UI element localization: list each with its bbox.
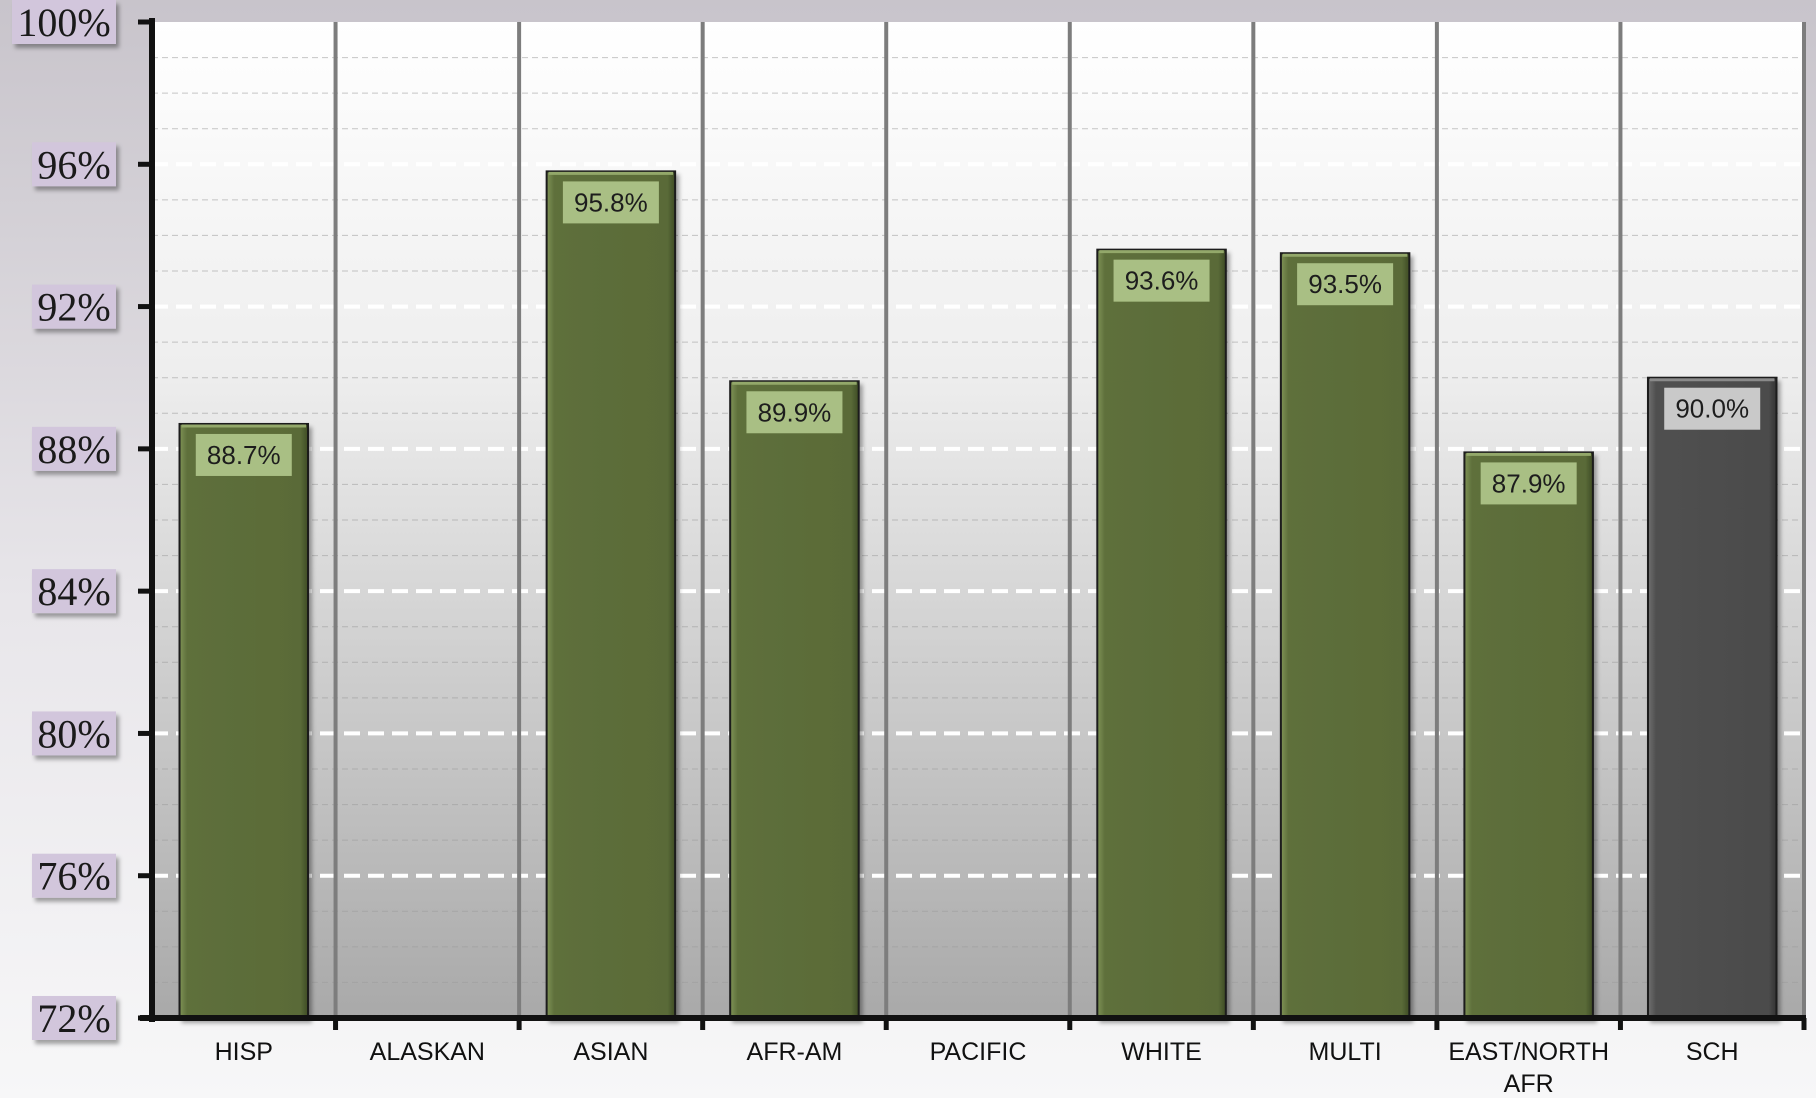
- y-tick-label: 76%: [37, 854, 110, 899]
- x-tick-label: PACIFIC: [930, 1038, 1027, 1066]
- x-tick-label: EAST/NORTH AFR: [1448, 1038, 1609, 1098]
- data-label: 88.7%: [207, 440, 281, 470]
- bar-white: [1097, 250, 1225, 1018]
- bar-hisp: [180, 424, 308, 1018]
- bar-asian: [547, 171, 675, 1018]
- y-tick-label: 92%: [37, 285, 110, 330]
- data-label: 90.0%: [1675, 394, 1749, 424]
- data-label: 93.6%: [1125, 266, 1199, 296]
- y-tick-label: 100%: [17, 0, 110, 45]
- data-label: 93.5%: [1308, 269, 1382, 299]
- y-tick-label: 84%: [37, 569, 110, 614]
- x-tick-label: ALASKAN: [370, 1038, 485, 1066]
- y-tick-label: 80%: [37, 711, 110, 756]
- data-label: 95.8%: [574, 187, 648, 217]
- bar-sch: [1648, 378, 1776, 1018]
- data-label: 89.9%: [758, 397, 832, 427]
- x-tick-label: SCH: [1686, 1038, 1739, 1066]
- data-label: 87.9%: [1492, 468, 1566, 498]
- y-tick-label: 72%: [37, 996, 110, 1041]
- y-tick-label: 96%: [37, 142, 110, 187]
- x-tick-label: AFR-AM: [747, 1038, 843, 1066]
- bar-east-north-afr: [1464, 452, 1592, 1018]
- x-tick-label: WHITE: [1121, 1038, 1202, 1066]
- x-tick-label: HISP: [215, 1038, 273, 1066]
- x-tick-labels: HISP ALASKAN ASIAN AFR-AM PACIFIC WHITE MULTI E…: [215, 1038, 1739, 1098]
- x-tick-label: MULTI: [1309, 1038, 1382, 1066]
- y-tick-labels: 72% 76% 80% 84% 88% 92% 96% 100%: [12, 0, 116, 1041]
- x-tick-label: ASIAN: [573, 1038, 648, 1066]
- bar-multi: [1281, 253, 1409, 1018]
- bar-afr-am: [730, 381, 858, 1018]
- y-tick-label: 88%: [37, 427, 110, 472]
